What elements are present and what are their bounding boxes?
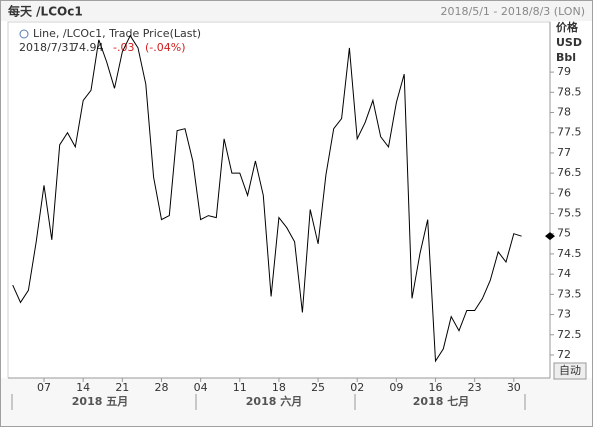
auto-button[interactable]: 自动 <box>553 362 587 380</box>
x-tick-label: 09 <box>389 381 403 394</box>
legend-name: Line, /LCOc1, Trade Price(Last) <box>33 27 201 40</box>
x-tick-label: 14 <box>76 381 90 394</box>
header-bar <box>1 1 592 21</box>
y-tick-label: 77.5 <box>557 126 582 139</box>
y-tick-label: 73.5 <box>557 287 582 300</box>
x-tick-label: 16 <box>429 381 443 394</box>
plot-area <box>7 21 551 379</box>
unit-label: 价格 <box>556 20 579 34</box>
last-value-marker <box>545 232 555 241</box>
legend-icon <box>19 29 29 39</box>
x-tick-label: 11 <box>233 381 247 394</box>
legend-change-pct: (-.04%) <box>145 41 186 54</box>
legend-value: 74.94 <box>72 41 104 54</box>
y-tick-label: 78.5 <box>557 85 582 98</box>
legend-date: 2018/7/31 <box>19 41 75 54</box>
y-tick-label: 73 <box>557 308 571 321</box>
date-range: 2018/5/1 - 2018/8/3 (LON) <box>441 5 585 18</box>
y-tick-label: 76 <box>557 186 571 199</box>
price-line <box>12 34 522 363</box>
unit-label: USD <box>556 36 582 49</box>
y-tick-label: 74.5 <box>557 247 582 260</box>
month-label: 2018 七月 <box>413 394 469 408</box>
x-tick-label: 04 <box>194 381 208 394</box>
legend: Line, /LCOc1, Trade Price(Last) 2018/7/3… <box>19 27 201 54</box>
y-tick-label: 75 <box>557 227 571 240</box>
x-tick-label: 25 <box>311 381 325 394</box>
legend-change: -.03 <box>113 41 134 54</box>
y-tick-label: 76.5 <box>557 166 582 179</box>
x-axis-band <box>1 378 592 426</box>
x-tick-label: 07 <box>37 381 51 394</box>
x-tick-label: 18 <box>272 381 286 394</box>
x-tick-label: 02 <box>350 381 364 394</box>
x-tick-label: 23 <box>468 381 482 394</box>
auto-button-label[interactable]: 自动 <box>559 364 581 377</box>
y-tick-label: 79 <box>557 65 571 78</box>
unit-label: Bbl <box>556 51 576 64</box>
month-label: 2018 五月 <box>72 395 128 408</box>
y-tick-label: 72 <box>557 348 571 361</box>
y-tick-label: 78 <box>557 106 571 119</box>
auto-button-box[interactable] <box>553 362 587 380</box>
x-tick-label: 28 <box>154 381 168 394</box>
y-tick-label: 74 <box>557 267 571 280</box>
y-tick-label: 72.5 <box>557 328 582 341</box>
y-tick-label: 75.5 <box>557 207 582 220</box>
x-tick-label: 30 <box>507 381 521 394</box>
y-tick-label: 77 <box>557 146 571 159</box>
chart-title: 每天 /LCOc1 <box>8 4 83 19</box>
month-label: 2018 六月 <box>246 394 302 408</box>
x-tick-label: 21 <box>115 381 129 394</box>
